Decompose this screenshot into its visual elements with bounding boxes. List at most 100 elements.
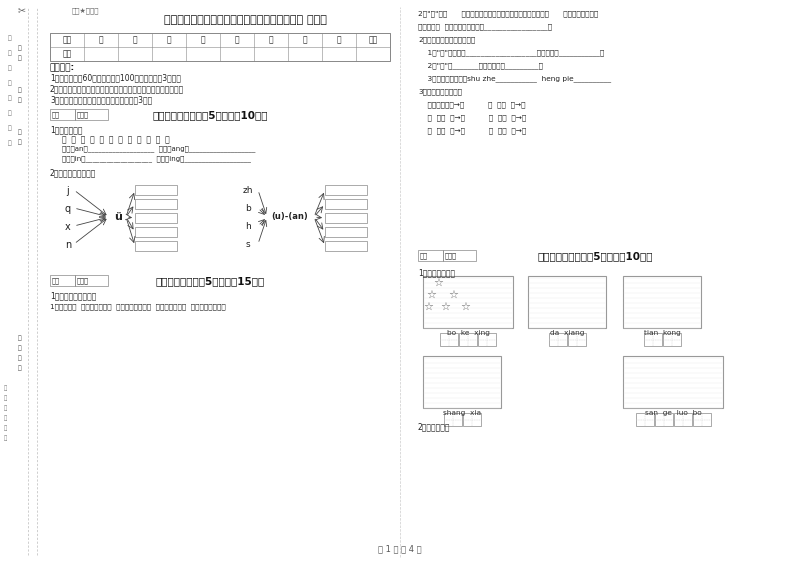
Text: 级: 级 xyxy=(3,425,6,431)
Text: 三: 三 xyxy=(166,35,171,44)
Bar xyxy=(135,241,177,251)
Text: 学: 学 xyxy=(18,335,22,341)
Text: （  ）（  ）→尘          （  ）（  ）→体: （ ）（ ）→尘 （ ）（ ）→体 xyxy=(418,127,526,133)
Text: 参: 参 xyxy=(3,385,6,390)
Text: 六: 六 xyxy=(269,35,274,44)
Text: q: q xyxy=(65,204,71,214)
Text: 2、请首先按要求在试卷的指定位置填写您的姓名、班级、学号。: 2、请首先按要求在试卷的指定位置填写您的姓名、班级、学号。 xyxy=(50,84,184,93)
Bar xyxy=(674,413,691,426)
Bar xyxy=(478,333,496,346)
Text: ✂: ✂ xyxy=(18,5,26,15)
Text: 1、哥哥在（  ）边，弟弟在（  ）边，哥哥跑得（  ），弟弟跑得（  ）（写上反义词）: 1、哥哥在（ ）边，弟弟在（ ）边，哥哥跑得（ ），弟弟跑得（ ）（写上反义词） xyxy=(50,303,226,310)
Bar xyxy=(623,276,701,328)
Text: 密封★启用前: 密封★启用前 xyxy=(72,7,99,14)
Text: 3、照样子，写一写。: 3、照样子，写一写。 xyxy=(418,88,462,94)
Text: (u)-(an): (u)-(an) xyxy=(272,212,308,221)
Text: 2、"耳"共_______笔，第二笔是_________。: 2、"耳"共_______笔，第二笔是_________。 xyxy=(418,62,543,69)
Text: 八: 八 xyxy=(337,35,342,44)
Text: j: j xyxy=(66,186,70,196)
Text: 内: 内 xyxy=(8,80,12,85)
Text: san  ge  luo  bo: san ge luo bo xyxy=(645,410,702,416)
Text: 评卷人: 评卷人 xyxy=(77,111,89,118)
Text: 线: 线 xyxy=(8,65,12,71)
Bar xyxy=(549,333,566,346)
Text: 校: 校 xyxy=(18,345,22,351)
Text: 级: 级 xyxy=(18,365,22,371)
Text: 评卷人: 评卷人 xyxy=(445,252,457,259)
Text: ü: ü xyxy=(114,212,122,222)
Text: 密: 密 xyxy=(8,35,12,41)
Bar xyxy=(325,199,367,209)
Text: 班: 班 xyxy=(3,415,6,420)
Text: 3、不要在试卷上乱写乱画，卷面不整洁扣3分。: 3、不要在试卷上乱写乱画，卷面不整洁扣3分。 xyxy=(50,95,152,104)
Bar xyxy=(325,185,367,195)
Text: 延安市实验小学一年级语文上学期期中考试试题 附答案: 延安市实验小学一年级语文上学期期中考试试题 附答案 xyxy=(163,15,326,25)
Bar xyxy=(325,241,367,251)
Bar xyxy=(135,185,177,195)
Bar xyxy=(418,250,443,261)
Bar xyxy=(459,333,477,346)
Text: ☆: ☆ xyxy=(433,278,443,288)
Text: tian  kong: tian kong xyxy=(644,330,680,336)
Bar xyxy=(75,275,108,286)
Text: 封: 封 xyxy=(8,50,12,55)
Text: 1、我会分类。: 1、我会分类。 xyxy=(50,125,82,134)
Text: 考: 考 xyxy=(3,395,6,401)
Bar xyxy=(135,213,177,223)
Bar xyxy=(654,413,673,426)
Bar xyxy=(643,333,662,346)
Text: 评卷人: 评卷人 xyxy=(77,277,89,284)
Text: 级: 级 xyxy=(18,97,22,103)
Text: 1、考试时间：60分钟，满分为100分（含卷面分3分）。: 1、考试时间：60分钟，满分为100分（含卷面分3分）。 xyxy=(50,73,181,82)
Text: 得分: 得分 xyxy=(420,252,428,259)
Text: 不: 不 xyxy=(8,95,12,101)
Text: （: （ xyxy=(3,405,6,411)
Bar xyxy=(440,333,458,346)
Bar xyxy=(50,33,390,61)
Text: ），共有（  ）笔，笔画顺序是：_________________。: ），共有（ ）笔，笔画顺序是：_________________。 xyxy=(418,23,552,30)
Bar xyxy=(443,413,462,426)
Text: 二: 二 xyxy=(133,35,138,44)
Text: ☆: ☆ xyxy=(448,290,458,300)
Text: 2、根据笔画笔顺知识填空。: 2、根据笔画笔顺知识填空。 xyxy=(418,36,475,42)
Bar xyxy=(462,413,481,426)
Text: bo  ke  xing: bo ke xing xyxy=(446,330,490,336)
Text: 韵母是in的___________________  韵母是ing的___________________: 韵母是in的___________________ 韵母是ing的_______… xyxy=(62,155,251,162)
Text: 七: 七 xyxy=(302,35,307,44)
Text: 1、"马"的笔顺是___________________，第二笔是___________。: 1、"马"的笔顺是___________________，第二笔是_______… xyxy=(418,49,604,56)
Text: ☆: ☆ xyxy=(426,290,436,300)
Bar xyxy=(50,109,75,120)
Text: 2、我会组词。: 2、我会组词。 xyxy=(418,422,450,431)
Text: ☆: ☆ xyxy=(460,302,470,312)
Text: 3、看拼音写笔画：shu zhe___________  heng pie__________: 3、看拼音写笔画：shu zhe___________ heng pie____… xyxy=(418,75,611,82)
Text: 班: 班 xyxy=(18,355,22,360)
Text: 2、"园"是（      ）结构的字，按音序查字法要先查大写字母（      ），它的音节是（: 2、"园"是（ ）结构的字，按音序查字法要先查大写字母（ ），它的音节是（ xyxy=(418,10,598,16)
Text: 答: 答 xyxy=(8,125,12,131)
Text: 观  林  兴  张  王  姓  经  张  男  进  红  平: 观 林 兴 张 王 姓 经 张 男 进 红 平 xyxy=(62,135,170,144)
Bar xyxy=(567,333,586,346)
Text: 二、填空题（每题5分，共计15分）: 二、填空题（每题5分，共计15分） xyxy=(155,276,265,286)
Text: 得分: 得分 xyxy=(52,111,60,118)
Text: 韵母是an的___________________  韵母是ang的___________________: 韵母是an的___________________ 韵母是ang的_______… xyxy=(62,145,255,152)
Text: 得分: 得分 xyxy=(52,277,60,284)
Text: （鱼）（羊）→鲜          （  ）（  ）→明: （鱼）（羊）→鲜 （ ）（ ）→明 xyxy=(418,101,526,107)
Text: （  ）（  ）→天          （  ）（  ）→男: （ ）（ ）→天 （ ）（ ）→男 xyxy=(418,114,526,120)
Text: shang  xia: shang xia xyxy=(443,410,481,416)
Bar xyxy=(75,109,108,120)
Bar xyxy=(325,213,367,223)
Text: h: h xyxy=(245,222,251,231)
Text: 学: 学 xyxy=(18,129,22,134)
Text: 第 1 页 共 4 页: 第 1 页 共 4 页 xyxy=(378,544,422,553)
Text: 得分: 得分 xyxy=(62,49,72,58)
Text: 1、看图填汉字。: 1、看图填汉字。 xyxy=(418,268,455,277)
Bar xyxy=(423,356,501,408)
Bar xyxy=(135,227,177,237)
Text: ）: ） xyxy=(3,435,6,441)
Bar xyxy=(623,356,723,408)
Text: n: n xyxy=(65,240,71,250)
Text: 1、我会按要求填写。: 1、我会按要求填写。 xyxy=(50,291,96,300)
Text: 姓: 姓 xyxy=(18,45,22,51)
Bar xyxy=(135,199,177,209)
Text: 班: 班 xyxy=(18,87,22,93)
Text: 五: 五 xyxy=(234,35,239,44)
